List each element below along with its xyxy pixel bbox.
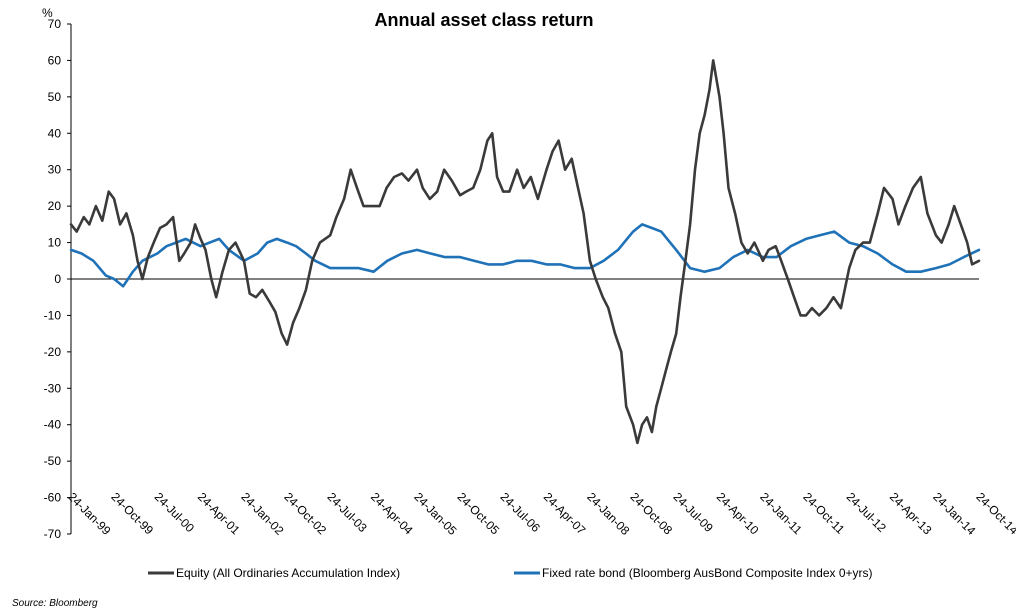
y-tick-label: -10 xyxy=(44,308,62,322)
y-tick-label: -50 xyxy=(44,454,62,468)
x-tick-label: 24-Apr-01 xyxy=(195,490,243,538)
x-tick-label: 24-Jan-11 xyxy=(757,490,805,538)
x-tick-label: 24-Oct-14 xyxy=(973,490,1016,538)
y-tick-label: -20 xyxy=(44,345,62,359)
y-tick-label: 70 xyxy=(48,17,62,31)
y-tick-label: -70 xyxy=(44,527,62,541)
x-axis: 24-Jan-9924-Oct-9924-Jul-0024-Apr-0124-J… xyxy=(65,278,1016,538)
x-tick-label: 24-Apr-10 xyxy=(714,490,762,538)
y-tick-label: -60 xyxy=(44,491,62,505)
x-tick-label: 24-Oct-11 xyxy=(800,490,847,537)
series-line-equity xyxy=(69,59,981,445)
x-tick-label: 24-Apr-13 xyxy=(887,490,935,538)
y-tick-label: -30 xyxy=(44,381,62,395)
x-tick-label: 24-Jan-99 xyxy=(65,490,113,538)
y-tick-label: 50 xyxy=(48,90,62,104)
x-tick-label: 24-Jan-05 xyxy=(411,490,459,538)
y-tick-label: 60 xyxy=(48,53,62,67)
x-tick-label: 24-Oct-05 xyxy=(454,490,502,538)
x-tick-label: 24-Oct-08 xyxy=(627,490,675,538)
y-tick-label: 30 xyxy=(48,163,62,177)
legend-label: Equity (All Ordinaries Accumulation Inde… xyxy=(176,566,400,580)
plot-area xyxy=(69,59,981,445)
source-note: Source: Bloomberg xyxy=(12,598,98,609)
chart-title: Annual asset class return xyxy=(374,10,593,30)
x-tick-label: 24-Jul-12 xyxy=(844,490,890,536)
x-tick-label: 24-Jul-06 xyxy=(498,490,544,536)
y-axis-unit-label: % xyxy=(42,6,53,20)
y-tick-label: 40 xyxy=(48,126,62,140)
y-tick-label: 20 xyxy=(48,199,62,213)
x-tick-label: 24-Jan-02 xyxy=(238,490,286,538)
x-tick-label: 24-Jul-09 xyxy=(671,490,717,536)
x-tick-label: 24-Oct-99 xyxy=(108,490,156,538)
x-tick-label: 24-Jul-03 xyxy=(325,490,371,536)
series-line-bond xyxy=(69,223,981,288)
x-tick-label: 24-Oct-02 xyxy=(281,490,329,538)
y-tick-label: 0 xyxy=(54,272,61,286)
legend: Equity (All Ordinaries Accumulation Inde… xyxy=(148,566,873,580)
x-tick-label: 24-Jan-14 xyxy=(930,490,978,538)
y-axis: 70 60 50 40 30 20 10 0 -10 -20 -30 -40 -50 -60 -70 xyxy=(44,17,72,541)
y-tick-label: -40 xyxy=(44,418,62,432)
x-tick-label: 24-Jan-08 xyxy=(584,490,632,538)
y-tick-label: 10 xyxy=(48,236,62,250)
x-tick-label: 24-Apr-04 xyxy=(368,490,416,538)
x-tick-label: 24-Apr-07 xyxy=(541,490,589,538)
legend-label: Fixed rate bond (Bloomberg AusBond Compo… xyxy=(542,566,873,580)
x-tick-label: 24-Jul-00 xyxy=(152,490,198,536)
